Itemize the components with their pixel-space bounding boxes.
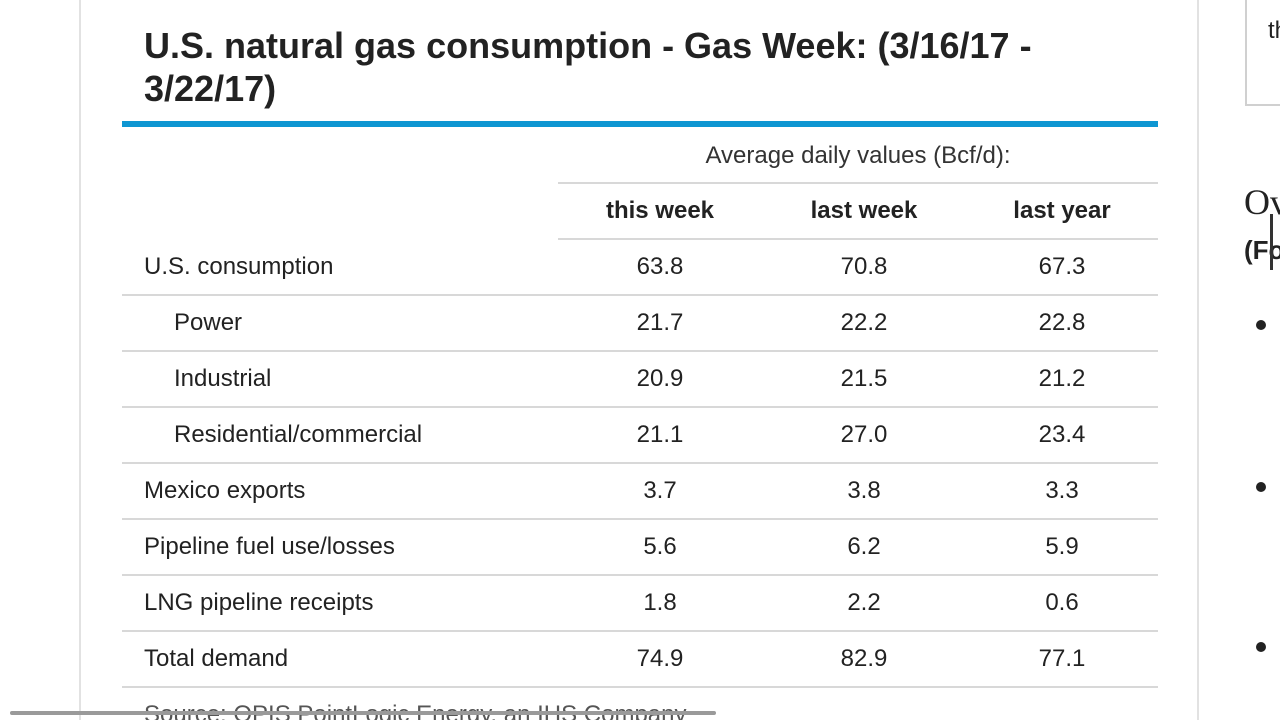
- cell-this-week: 1.8: [643, 589, 677, 616]
- sidebar-subheading: (Fo: [1244, 235, 1280, 265]
- cell-last-week: 21.5: [840, 365, 888, 392]
- table-row: Pipeline fuel use/losses 5.6 6.2 5.9: [122, 520, 1158, 576]
- table-row: Total demand 74.9 82.9 77.1: [122, 632, 1158, 688]
- table-row: U.S. consumption 63.8 70.8 67.3: [122, 240, 1158, 296]
- table-group-header: Average daily values (Bcf/d):: [558, 136, 1158, 184]
- cell-last-week: 70.8: [840, 253, 888, 280]
- text-cursor: [1270, 214, 1273, 270]
- row-label: Pipeline fuel use/losses: [144, 533, 395, 560]
- source-note: Source: OPIS PointLogic Energy, an IHS C…: [144, 700, 687, 720]
- row-label: U.S. consumption: [144, 253, 334, 280]
- cell-last-year: 5.9: [1045, 533, 1079, 560]
- cell-last-year: 22.8: [1038, 309, 1086, 336]
- cell-last-week: 6.2: [847, 533, 881, 560]
- column-header-this-week: this week: [605, 197, 715, 224]
- cell-this-week: 74.9: [636, 645, 684, 672]
- cell-last-week: 3.8: [847, 477, 881, 504]
- list-bullet-icon: [1256, 320, 1266, 330]
- cell-last-year: 0.6: [1045, 589, 1079, 616]
- sidebar-heading: Ov: [1244, 182, 1280, 222]
- row-label: Total demand: [144, 645, 289, 672]
- cell-last-year: 21.2: [1038, 365, 1086, 392]
- cell-this-week: 63.8: [636, 253, 684, 280]
- cell-last-week: 82.9: [840, 645, 888, 672]
- column-header-last-year: last year: [1013, 197, 1111, 224]
- cell-this-week: 3.7: [643, 477, 677, 504]
- list-bullet-icon: [1256, 642, 1266, 652]
- table-row: Power 21.7 22.2 22.8: [122, 296, 1158, 352]
- cell-this-week: 20.9: [636, 365, 684, 392]
- table-title: U.S. natural gas consumption - Gas Week:…: [144, 25, 1032, 109]
- row-label: Mexico exports: [144, 477, 306, 504]
- cell-last-year: 67.3: [1038, 253, 1086, 280]
- horizontal-scrollbar[interactable]: [10, 711, 716, 715]
- sidebar-callout-text: th: [1268, 17, 1280, 44]
- table-row: Mexico exports 3.7 3.8 3.3: [122, 464, 1158, 520]
- table-body: U.S. consumption 63.8 70.8 67.3 Power 21…: [122, 240, 1158, 688]
- table-row: LNG pipeline receipts 1.8 2.2 0.6: [122, 576, 1158, 632]
- cell-last-year: 3.3: [1045, 477, 1079, 504]
- cell-last-week: 2.2: [847, 589, 881, 616]
- row-label: Power: [174, 309, 243, 336]
- list-bullet-icon: [1256, 482, 1266, 492]
- cell-last-week: 22.2: [840, 309, 888, 336]
- table-column-headers: this week last week last year: [558, 184, 1158, 240]
- column-divider-right: [1197, 0, 1199, 720]
- cell-last-week: 27.0: [840, 421, 888, 448]
- sidebar-callout-box: [1245, 0, 1280, 106]
- title-accent-bar: [122, 121, 1158, 127]
- column-divider-left: [79, 0, 81, 720]
- row-label: LNG pipeline receipts: [144, 589, 374, 616]
- cell-this-week: 21.7: [636, 309, 684, 336]
- cell-last-year: 77.1: [1038, 645, 1086, 672]
- cell-this-week: 21.1: [636, 421, 684, 448]
- cell-last-year: 23.4: [1038, 421, 1086, 448]
- cell-this-week: 5.6: [643, 533, 677, 560]
- table-row: Residential/commercial 21.1 27.0 23.4: [122, 408, 1158, 464]
- row-label: Industrial: [174, 365, 272, 392]
- table-row: Industrial 20.9 21.5 21.2: [122, 352, 1158, 408]
- row-label: Residential/commercial: [174, 421, 423, 448]
- column-header-last-week: last week: [810, 197, 918, 224]
